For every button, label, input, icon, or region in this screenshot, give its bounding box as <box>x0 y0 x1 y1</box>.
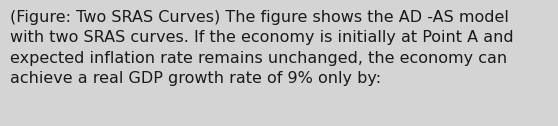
Text: (Figure: Two SRAS Curves) The figure shows the AD -AS model
with two SRAS curves: (Figure: Two SRAS Curves) The figure sho… <box>10 10 513 86</box>
